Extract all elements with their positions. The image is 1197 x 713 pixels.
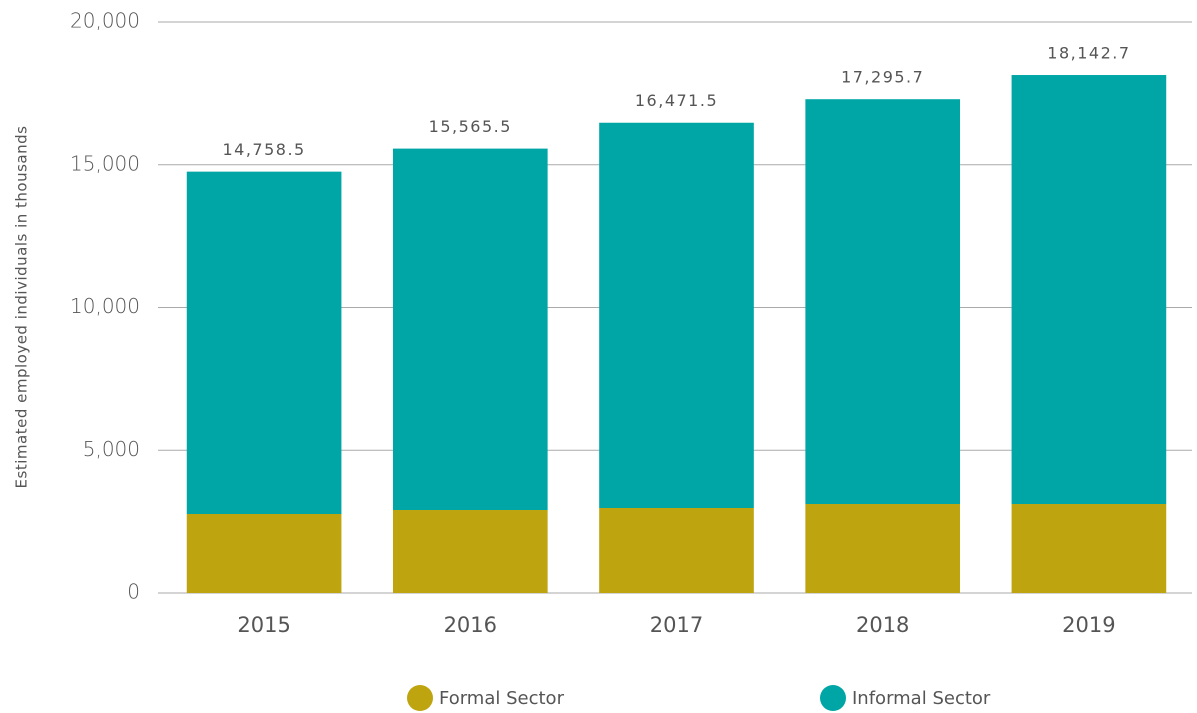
y-tick-label: 10,000 — [70, 294, 140, 318]
legend-label: Informal Sector — [852, 688, 991, 709]
total-label: 15,565.5 — [429, 117, 512, 136]
bar-segment — [805, 504, 961, 593]
y-tick-label: 5,000 — [83, 437, 140, 461]
bar-segment — [186, 171, 342, 515]
total-label: 14,758.5 — [222, 140, 305, 159]
x-tick-label: 2015 — [237, 613, 290, 637]
x-tick-label: 2017 — [650, 613, 703, 637]
y-axis-label: Estimated employed individuals in thousa… — [13, 126, 31, 489]
bar-segment — [599, 122, 754, 509]
y-tick-label: 20,000 — [70, 9, 140, 33]
legend-swatch — [820, 685, 846, 711]
legend-label: Formal Sector — [439, 688, 565, 709]
bar-segment — [1011, 504, 1167, 593]
bar-segment — [392, 510, 548, 593]
x-tick-label: 2019 — [1062, 613, 1115, 637]
bar-segment — [599, 508, 754, 593]
total-label: 18,142.7 — [1047, 44, 1130, 63]
bar-segment — [392, 148, 548, 511]
bar-segment — [805, 99, 961, 505]
total-label: 17,295.7 — [841, 68, 924, 87]
y-tick-label: 0 — [127, 580, 140, 604]
x-tick-label: 2016 — [444, 613, 497, 637]
total-label: 16,471.5 — [635, 91, 718, 110]
y-tick-label: 15,000 — [70, 151, 140, 175]
bar-segment — [1011, 75, 1167, 505]
bar-segment — [186, 514, 342, 593]
x-tick-label: 2018 — [856, 613, 909, 637]
legend-swatch — [407, 685, 433, 711]
